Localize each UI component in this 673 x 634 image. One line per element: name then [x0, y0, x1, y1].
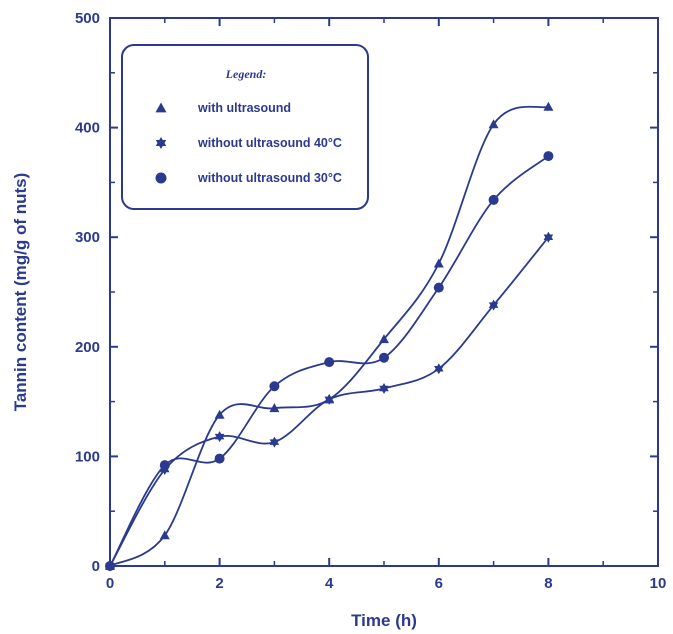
legend-marker-1 — [155, 102, 167, 113]
y-tick-label: 0 — [92, 558, 100, 575]
x-axis-title: Time (h) — [351, 611, 417, 630]
data-point-series-3 — [379, 352, 389, 363]
data-point-series-3 — [433, 282, 444, 293]
data-point-series-3 — [269, 381, 280, 392]
data-point-series-1 — [433, 258, 444, 268]
data-point-series-3 — [324, 357, 335, 368]
x-tick-label: 10 — [650, 575, 667, 592]
y-tick-label: 100 — [75, 448, 100, 465]
legend-entries: with ultrasound without ultrasound 40°C wi… — [155, 101, 342, 185]
legend-label-1: with ultrasound — [197, 101, 291, 115]
data-point-series-1 — [214, 409, 225, 419]
y-tick-label: 300 — [75, 229, 100, 246]
legend-label-3: without ultrasound 30°C — [197, 171, 342, 185]
data-point-series-2-b — [488, 302, 499, 311]
data-point-series-1 — [159, 530, 170, 540]
y-tick-label: 400 — [75, 120, 100, 137]
y-tick-label: 200 — [75, 339, 100, 356]
series-markers — [105, 101, 554, 572]
legend-marker-2-b — [155, 139, 167, 150]
series-line-1 — [109, 105, 549, 567]
data-point-series-3 — [488, 194, 499, 205]
data-point-series-1 — [379, 334, 389, 344]
data-point-series-2-b — [543, 234, 554, 243]
data-point-series-2-b — [434, 365, 444, 375]
legend-box — [121, 44, 369, 210]
data-point-series-3 — [543, 151, 554, 162]
data-point-series-1 — [543, 101, 554, 111]
data-point-series-2-b — [379, 385, 389, 394]
data-point-series-3 — [214, 453, 225, 464]
x-tick-label: 8 — [544, 575, 552, 592]
x-tick-label: 0 — [106, 575, 114, 592]
legend-title: Legend: — [225, 67, 267, 81]
axis-ticks — [109, 17, 659, 567]
data-point-series-2-b — [324, 396, 334, 405]
y-axis-title: Tannin content (mg/g of nuts) — [11, 173, 30, 412]
y-tick-label: 500 — [75, 10, 100, 27]
x-tick-label: 6 — [435, 575, 443, 592]
x-tick-label: 4 — [325, 575, 334, 592]
data-point-series-1 — [488, 119, 499, 129]
data-point-series-2-b — [269, 439, 280, 448]
data-point-series-3 — [105, 561, 115, 571]
legend: Legend: with ultrasound without ultrasoun… — [121, 44, 369, 210]
legend-label-2: without ultrasound 40°C — [197, 136, 342, 150]
data-point-series-3 — [159, 460, 170, 471]
data-point-series-2-b — [214, 433, 225, 443]
legend-marker-3 — [155, 172, 167, 184]
data-point-series-1 — [269, 403, 280, 413]
x-tick-label: 2 — [215, 575, 223, 592]
